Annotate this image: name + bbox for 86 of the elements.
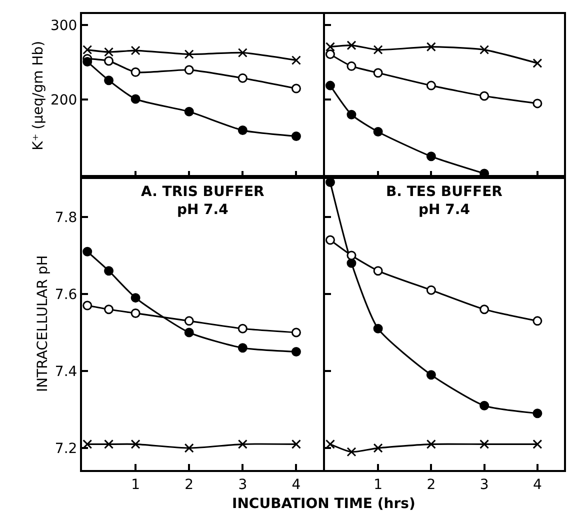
point xyxy=(130,293,140,303)
point xyxy=(130,94,140,104)
x-tick-label: 4 xyxy=(532,476,542,493)
point xyxy=(184,328,194,338)
point xyxy=(130,439,140,449)
point xyxy=(426,42,436,52)
point xyxy=(480,45,490,55)
x-tick-label: 1 xyxy=(131,476,140,493)
x-tick-label: 4 xyxy=(292,476,301,493)
point xyxy=(346,250,356,260)
point xyxy=(104,439,114,449)
point xyxy=(82,45,92,55)
point xyxy=(104,47,114,57)
point xyxy=(82,56,92,66)
text: B. TES BUFFER pH 7.4 xyxy=(386,184,503,218)
x-tick-label: 1 xyxy=(374,476,383,493)
y-tick-label: 7.2 xyxy=(54,440,78,457)
point xyxy=(238,126,248,136)
y-tick-label: 7.6 xyxy=(54,286,78,303)
x-tick-label: 2 xyxy=(184,476,194,493)
point xyxy=(346,447,356,457)
point xyxy=(104,76,114,86)
x-tick-label: 2 xyxy=(426,476,436,493)
point xyxy=(291,347,301,356)
y-tick-label: 300 xyxy=(50,18,78,34)
point xyxy=(346,258,356,268)
point xyxy=(480,439,490,449)
point xyxy=(184,65,194,75)
point xyxy=(238,48,248,58)
point xyxy=(325,80,335,90)
point xyxy=(373,443,383,453)
text: A. TRIS BUFFER pH 7.4 xyxy=(141,184,265,218)
point xyxy=(104,304,114,314)
point xyxy=(130,46,140,56)
point xyxy=(373,324,383,334)
y-tick-label: 7.4 xyxy=(54,364,78,380)
y-axis-title: INTRACELLULAR pH xyxy=(35,255,52,392)
y-axis-title: K⁺ (μeq/gm Hb) xyxy=(30,40,47,150)
point xyxy=(291,328,301,338)
point xyxy=(373,266,383,276)
point xyxy=(426,285,436,295)
x-axis-title: INCUBATION TIME (hrs) xyxy=(232,496,416,512)
point xyxy=(532,408,542,418)
point xyxy=(532,316,542,326)
point xyxy=(426,370,436,380)
point xyxy=(325,42,335,52)
point xyxy=(238,343,248,353)
point xyxy=(346,61,356,71)
point xyxy=(532,439,542,449)
point xyxy=(346,40,356,50)
point xyxy=(373,68,383,78)
point xyxy=(184,106,194,116)
point xyxy=(104,56,114,66)
point xyxy=(373,45,383,55)
point xyxy=(130,67,140,77)
point xyxy=(130,308,140,318)
point xyxy=(104,266,114,276)
point xyxy=(291,55,301,65)
point xyxy=(532,58,542,68)
point xyxy=(426,439,436,449)
point xyxy=(325,50,335,59)
point xyxy=(291,132,301,141)
point xyxy=(325,235,335,245)
x-tick-label: 3 xyxy=(480,476,489,493)
point xyxy=(184,443,194,453)
y-tick-label: 200 xyxy=(50,92,78,109)
point xyxy=(291,439,301,449)
point xyxy=(480,91,490,101)
point xyxy=(480,400,490,410)
point xyxy=(325,178,335,188)
point xyxy=(238,324,248,334)
y-tick-label: 7.8 xyxy=(54,210,78,226)
point xyxy=(238,73,248,83)
point xyxy=(82,246,92,256)
x-tick-label: 3 xyxy=(238,476,248,493)
point xyxy=(238,439,248,449)
point xyxy=(291,84,301,94)
point xyxy=(346,110,356,120)
point xyxy=(532,98,542,108)
point xyxy=(184,50,194,59)
point xyxy=(480,304,490,314)
point xyxy=(373,127,383,137)
point xyxy=(82,300,92,310)
point xyxy=(184,316,194,326)
point xyxy=(426,80,436,90)
point xyxy=(426,152,436,162)
